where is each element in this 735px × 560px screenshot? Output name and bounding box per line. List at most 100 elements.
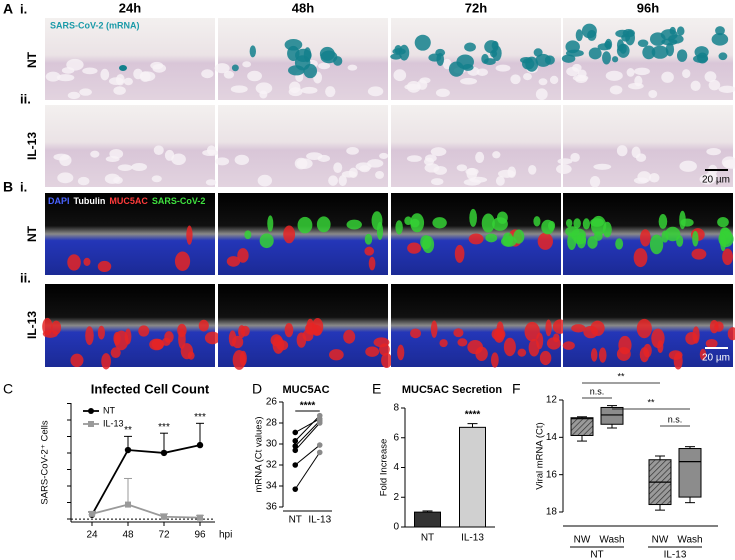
row-label: i. [20, 179, 27, 194]
cell [538, 78, 548, 86]
y-tick-label: 8 [393, 403, 399, 414]
x-unit: hpi [219, 530, 232, 541]
infected-cell [456, 54, 474, 70]
cell [549, 75, 559, 85]
cell [215, 157, 230, 166]
muc5ac-cell [237, 248, 249, 263]
muc5ac-cell [475, 346, 488, 361]
infected-cell [637, 39, 649, 47]
cell [393, 69, 407, 82]
cell [289, 81, 301, 94]
box [600, 406, 624, 425]
muc5ac-cell [311, 317, 324, 336]
muc5ac-cell [381, 352, 393, 368]
infected-cell [316, 216, 331, 233]
cell [661, 71, 674, 83]
cell [375, 170, 385, 179]
cell [294, 157, 308, 170]
infected-cell [481, 213, 495, 233]
cell [510, 74, 521, 85]
pair-line [295, 418, 320, 433]
muc5ac-cell [364, 246, 375, 256]
muc5ac-cell [537, 232, 553, 250]
cell [430, 147, 447, 157]
data-point [292, 429, 299, 436]
muc5ac-cell [722, 248, 733, 266]
pair-line [294, 420, 321, 447]
scale-bar-label: 20 µm [702, 353, 730, 364]
x-tick-label: IL-13 [461, 533, 484, 544]
cell [556, 164, 572, 174]
infected-cell [483, 58, 496, 66]
cell [328, 175, 338, 186]
muc5ac-cell [101, 353, 111, 370]
infected-cell [665, 226, 681, 242]
cell [67, 91, 81, 100]
muc5ac-cell [457, 338, 468, 347]
muc5ac-cell [598, 347, 607, 363]
cell [722, 159, 735, 169]
muc5ac-cell [454, 244, 465, 263]
y-tick-label: 32 [266, 460, 278, 471]
muc5ac-cell [232, 335, 244, 349]
muc5ac-cell [83, 257, 91, 266]
muc5ac-cell [97, 325, 105, 340]
cell [57, 172, 74, 184]
cell [406, 155, 422, 162]
cell [171, 153, 186, 166]
muc5ac-cell [709, 319, 719, 334]
group-label: NT [590, 550, 603, 560]
cell [633, 177, 649, 184]
x-tick-label: NW [652, 535, 669, 546]
cell [45, 71, 61, 82]
cell [347, 64, 358, 71]
data-point [161, 513, 167, 520]
muc5ac-cell [705, 338, 718, 349]
infected-cell [297, 216, 313, 234]
stain-legend: DAPI Tubulin MUC5AC SARS-CoV-2 [48, 196, 205, 206]
stain-label: SARS-CoV-2 (mRNA) [50, 20, 140, 30]
cell [626, 68, 635, 77]
muc5ac-cell [640, 229, 651, 247]
panel-label: F [512, 381, 521, 397]
significance: *** [194, 412, 206, 423]
x-tick-label: NT [289, 515, 302, 526]
cell [593, 163, 612, 170]
data-point [316, 412, 323, 419]
infected-cell [711, 32, 729, 46]
x-tick-label: 48 [122, 530, 134, 541]
comparison-label: n.s. [590, 386, 605, 396]
infected-cell [119, 65, 127, 71]
stain-name: SARS-CoV-2 [152, 196, 206, 206]
muc5ac-cell [67, 254, 81, 271]
infected-cell [573, 235, 587, 245]
cell [718, 85, 735, 93]
cell [635, 153, 647, 162]
muc5ac-cell [114, 330, 129, 351]
cell [151, 175, 162, 183]
muc5ac-cell [490, 352, 499, 368]
infected-cell [525, 56, 539, 72]
muc5ac-cell [161, 337, 171, 346]
cell [230, 85, 248, 93]
muc5ac-cell [410, 328, 421, 339]
timepoint-label: 24h [119, 0, 141, 15]
data-point [292, 443, 299, 449]
panel-label: C [3, 381, 13, 397]
y-tick-label: 34 [266, 481, 278, 492]
condition-label: NT [25, 51, 39, 68]
infected-cell [649, 234, 664, 255]
infected-cell [464, 42, 476, 52]
infected-cell [422, 235, 435, 254]
muc5ac-cell [70, 353, 84, 368]
muc5ac-cell [187, 351, 195, 360]
muc5ac-cell [51, 320, 62, 335]
cell [318, 62, 331, 70]
infected-cell [720, 233, 727, 252]
infected-cell [658, 214, 668, 229]
muc5ac-cell [178, 329, 186, 350]
muc5ac-cell [699, 348, 707, 361]
pair-line [294, 452, 321, 490]
muc5ac-cell [343, 329, 356, 344]
